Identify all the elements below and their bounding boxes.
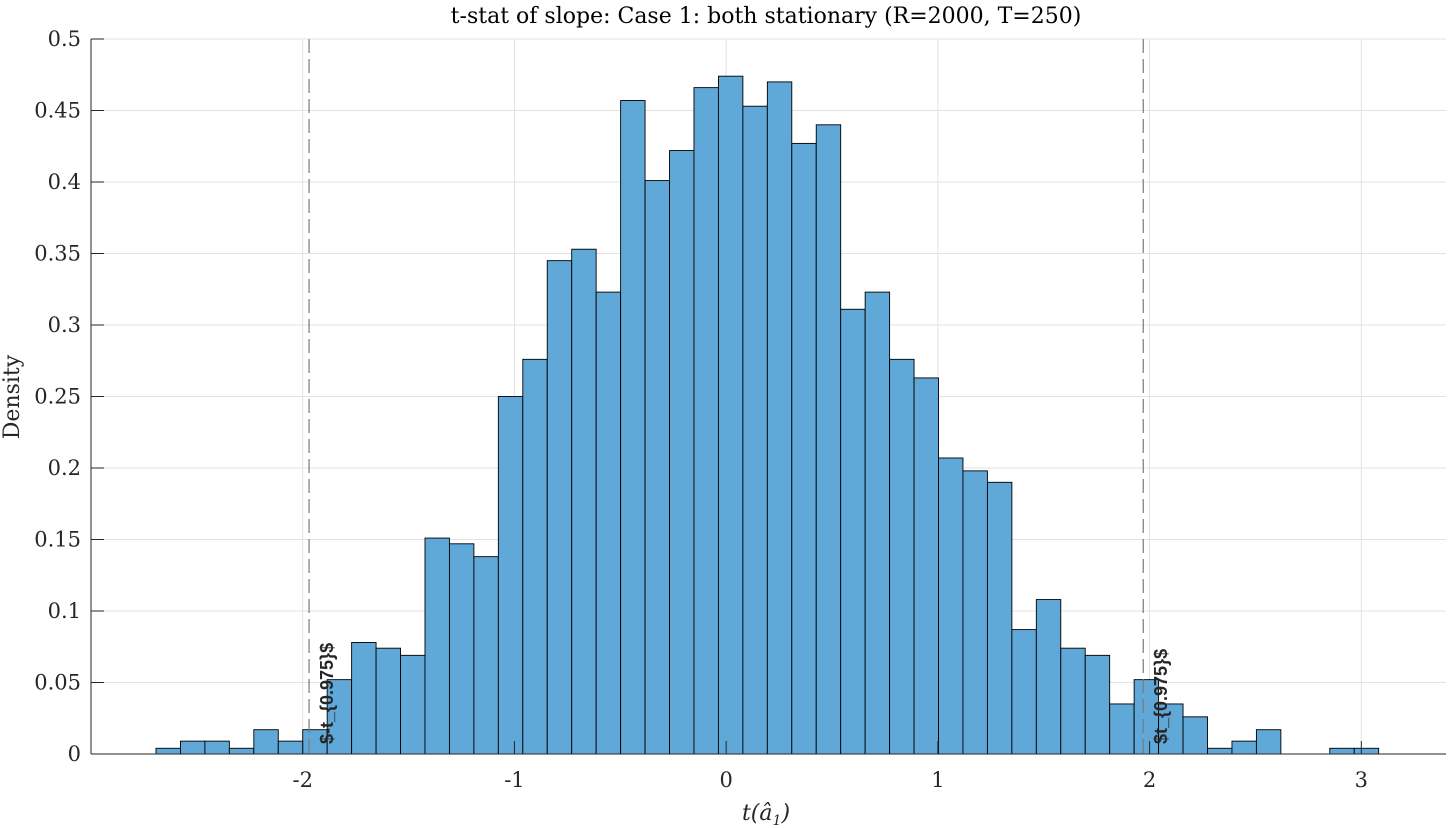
y-tick-label: 0.1 (48, 599, 81, 623)
histogram-bar (571, 248, 597, 755)
axes: -2 -1 0 1 2 3 0 0.05 0.1 0.15 0.2 0.25 0.3 0.35 0.4 0.4… (34, 27, 1446, 792)
histogram-bar (473, 556, 499, 755)
histogram-bar (253, 729, 279, 755)
y-tick-label: 0.15 (34, 528, 81, 552)
y-tick-label: 0.35 (34, 242, 81, 266)
critical-value-label: $-t_{0.975}$ (317, 643, 337, 744)
histogram-bar (228, 747, 255, 755)
histogram-bar (1353, 747, 1380, 755)
histogram-bar (620, 100, 646, 755)
y-tick-label: 0.45 (34, 99, 81, 123)
y-tick-label: 0 (68, 742, 81, 766)
x-tick-label: 3 (1355, 768, 1368, 792)
y-tick-label: 0.05 (34, 671, 81, 695)
histogram-bar (742, 105, 768, 755)
histogram-bar (424, 537, 450, 755)
y-axis-label: Density (0, 354, 25, 439)
histogram-bar (497, 396, 524, 755)
histogram-bar (1231, 740, 1257, 755)
y-tick-label: 0.25 (34, 385, 81, 409)
histogram-bar (1255, 729, 1282, 755)
histogram-bar (180, 740, 206, 755)
histogram-bar (791, 142, 817, 755)
histogram-bar (375, 647, 401, 755)
histogram-bar (204, 740, 230, 755)
histogram-bar (815, 124, 842, 755)
histogram-bar (277, 740, 304, 755)
y-tick-label: 0.5 (48, 27, 81, 51)
x-tick-label: -2 (292, 768, 312, 792)
histogram-bar (669, 150, 695, 755)
histogram-bar (717, 75, 744, 755)
histogram-bar (1109, 703, 1135, 755)
x-axis-label: t(â1) (742, 801, 790, 828)
histogram-bars (155, 75, 1380, 755)
y-tick-label: 0.4 (48, 170, 81, 194)
histogram-bar (448, 543, 475, 755)
histogram-bar (522, 358, 548, 755)
histogram-bar (1207, 747, 1233, 755)
histogram-bar (1084, 654, 1111, 755)
histogram-bar (351, 642, 377, 755)
histogram-bar (889, 358, 915, 755)
critical-value-lines: $-t_{0.975}$ $t_{0.975}$ (308, 39, 1171, 754)
histogram-bar (913, 377, 939, 755)
histogram-bar (1035, 599, 1062, 755)
x-tick-label: 1 (931, 768, 944, 792)
histogram-bar (1182, 716, 1208, 755)
histogram-bar (1329, 747, 1355, 755)
histogram-bar (693, 87, 719, 755)
histogram-bar (1060, 647, 1086, 755)
histogram-bar (1133, 679, 1160, 755)
histogram-bar (400, 654, 426, 755)
histogram-bar (938, 457, 964, 755)
chart-title: t-stat of slope: Case 1: both stationary… (451, 4, 1082, 29)
histogram-bar (864, 291, 891, 755)
histogram-bar (644, 180, 670, 755)
x-tick-label: -1 (504, 768, 524, 792)
histogram-bar (546, 260, 573, 755)
histogram-bar (766, 81, 793, 755)
critical-value-label: $t_{0.975}$ (1151, 649, 1171, 744)
y-tick-label: 0.2 (48, 456, 81, 480)
histogram-bar (840, 308, 866, 755)
x-tick-label: 0 (719, 768, 732, 792)
histogram-bar (1011, 629, 1037, 755)
histogram-bar (155, 747, 181, 755)
histogram-bar (986, 481, 1013, 755)
histogram-bar (962, 470, 988, 755)
x-tick-label: 2 (1143, 768, 1156, 792)
histogram-bar (595, 291, 622, 755)
y-tick-label: 0.3 (48, 313, 81, 337)
